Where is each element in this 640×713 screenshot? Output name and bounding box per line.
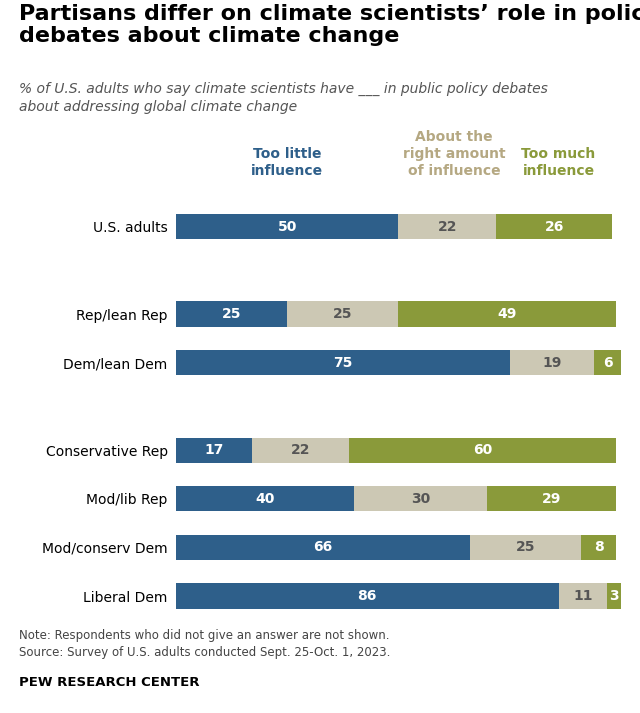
Text: 17: 17 bbox=[204, 443, 223, 457]
Bar bbox=[176, 486, 354, 511]
Text: 50: 50 bbox=[278, 220, 297, 234]
Bar bbox=[176, 583, 559, 609]
Bar bbox=[252, 438, 349, 463]
Text: Note: Respondents who did not give an answer are not shown.: Note: Respondents who did not give an an… bbox=[19, 629, 390, 642]
Bar bbox=[580, 535, 616, 560]
Text: Partisans differ on climate scientists’ role in policy
debates about climate cha: Partisans differ on climate scientists’ … bbox=[19, 4, 640, 46]
Text: Too much
influence: Too much influence bbox=[522, 147, 596, 178]
Bar bbox=[559, 583, 607, 609]
Bar bbox=[398, 214, 496, 239]
Bar bbox=[488, 486, 616, 511]
Text: % of U.S. adults who say climate scientists have ___ in public policy debates
ab: % of U.S. adults who say climate scienti… bbox=[19, 82, 548, 114]
Bar bbox=[470, 535, 580, 560]
Text: 8: 8 bbox=[594, 540, 604, 555]
Bar bbox=[607, 583, 621, 609]
Text: 6: 6 bbox=[603, 356, 612, 369]
Text: 49: 49 bbox=[498, 307, 517, 321]
Bar bbox=[496, 214, 612, 239]
Bar bbox=[176, 535, 470, 560]
Text: 25: 25 bbox=[333, 307, 353, 321]
Bar bbox=[176, 350, 509, 375]
Text: 11: 11 bbox=[573, 589, 593, 603]
Text: 19: 19 bbox=[542, 356, 561, 369]
Bar bbox=[176, 302, 287, 327]
Text: Too little
influence: Too little influence bbox=[251, 147, 323, 178]
Bar bbox=[176, 214, 398, 239]
Text: 30: 30 bbox=[411, 492, 430, 506]
Text: 25: 25 bbox=[515, 540, 535, 555]
Text: 66: 66 bbox=[313, 540, 332, 555]
Text: 22: 22 bbox=[438, 220, 457, 234]
Text: 22: 22 bbox=[291, 443, 310, 457]
Bar bbox=[509, 350, 594, 375]
Text: 3: 3 bbox=[609, 589, 619, 603]
Text: 60: 60 bbox=[474, 443, 493, 457]
Text: 25: 25 bbox=[222, 307, 241, 321]
Bar bbox=[594, 350, 621, 375]
Text: About the
right amount
of influence: About the right amount of influence bbox=[403, 130, 506, 178]
Bar bbox=[176, 438, 252, 463]
Text: 86: 86 bbox=[358, 589, 377, 603]
Text: 40: 40 bbox=[255, 492, 275, 506]
Bar bbox=[349, 438, 616, 463]
Text: Source: Survey of U.S. adults conducted Sept. 25-Oct. 1, 2023.: Source: Survey of U.S. adults conducted … bbox=[19, 646, 390, 659]
Text: 26: 26 bbox=[545, 220, 564, 234]
Text: 75: 75 bbox=[333, 356, 353, 369]
Bar bbox=[354, 486, 488, 511]
Text: 29: 29 bbox=[542, 492, 561, 506]
Bar bbox=[398, 302, 616, 327]
Bar bbox=[287, 302, 398, 327]
Text: PEW RESEARCH CENTER: PEW RESEARCH CENTER bbox=[19, 676, 200, 689]
